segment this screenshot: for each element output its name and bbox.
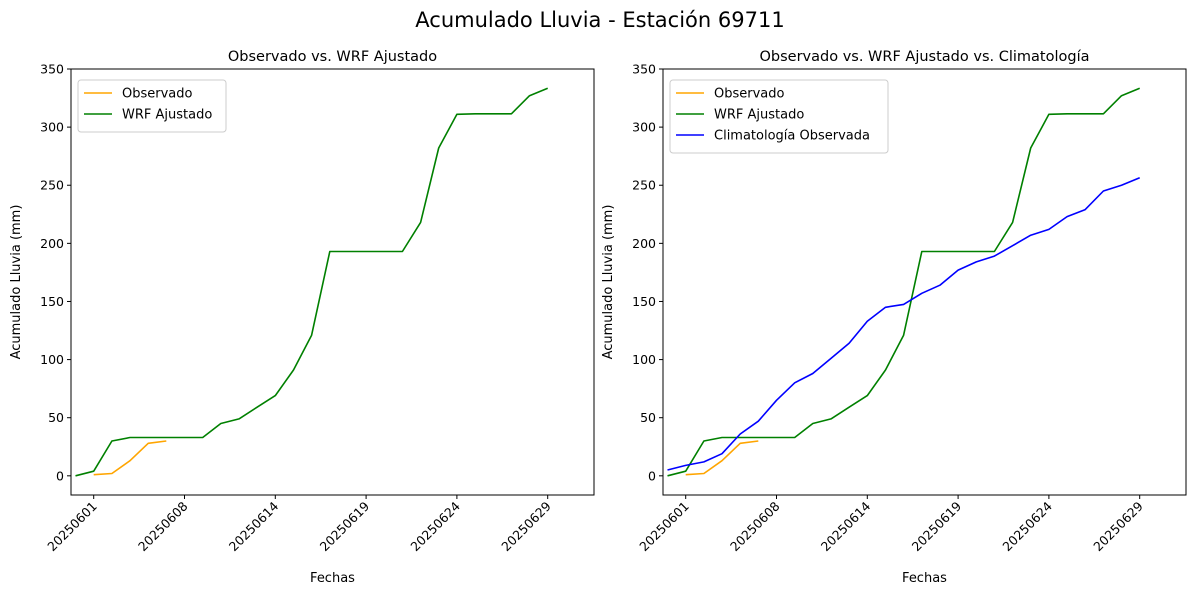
c1-x-tick-label: 20250624: [999, 498, 1055, 554]
c1-series-line-climatologia-observada: [667, 176, 1141, 471]
c0-y-tick-label: 200: [40, 236, 64, 251]
c1-legend-label-observado: Observado: [714, 87, 785, 102]
c0-series-line-wrf-ajustado: [75, 87, 549, 477]
c0-legend-label-wrf-ajustado: WRF Ajustado: [122, 108, 212, 123]
c1-y-tick-label: 350: [632, 62, 656, 77]
c1-legend-label-climatologia-observada: Climatología Observada: [714, 129, 870, 144]
c0-y-tick-label: 300: [40, 120, 64, 135]
c1-x-tick-label: 20250608: [727, 498, 783, 554]
c1-x-axis-label: Fechas: [902, 571, 947, 586]
c0-y-tick-label: 150: [40, 294, 64, 309]
c0-axes-frame: [70, 68, 595, 496]
c0-legend-box: [77, 79, 227, 133]
c1-y-tick-label: 250: [632, 178, 656, 193]
c0-series-line-observado: [93, 440, 167, 476]
c1-series-line-wrf-ajustado: [667, 87, 1141, 477]
c0-y-tick-label: 350: [40, 62, 64, 77]
c0-y-tick-label: 0: [56, 468, 64, 483]
c1-y-tick-label: 200: [632, 236, 656, 251]
c1-axes-frame: [662, 68, 1187, 496]
c1-legend-box: [669, 79, 889, 154]
c1-x-tick-label: 20250601: [636, 499, 692, 555]
c0-x-axis-label: Fechas: [310, 571, 355, 586]
c0-y-axis-label: Acumulado Lluvia (mm): [9, 205, 24, 360]
figure-suptitle: Acumulado Lluvia - Estación 69711: [415, 8, 785, 32]
c1-y-tick-label: 300: [632, 120, 656, 135]
c0-y-tick-label: 250: [40, 178, 64, 193]
c1-legend-label-wrf-ajustado: WRF Ajustado: [714, 108, 804, 123]
c1-y-tick-label: 50: [640, 410, 656, 425]
c1-y-axis-label: Acumulado Lluvia (mm): [601, 205, 616, 360]
c1-y-tick-label: 0: [648, 468, 656, 483]
c0-y-tick-label: 100: [40, 352, 64, 367]
c1-y-tick-label: 100: [632, 352, 656, 367]
c1-x-tick-label: 20250629: [1090, 498, 1146, 554]
c1-series-line-observado: [685, 440, 759, 476]
c0-y-tick-label: 50: [48, 410, 64, 425]
c1-y-tick-label: 150: [632, 294, 656, 309]
c0-chart-title: Observado vs. WRF Ajustado: [228, 49, 437, 65]
c1-x-tick-label: 20250614: [818, 498, 874, 554]
c1-chart-title: Observado vs. WRF Ajustado vs. Climatolo…: [760, 49, 1090, 65]
c0-legend-label-observado: Observado: [122, 87, 193, 102]
c1-x-tick-label: 20250619: [909, 498, 965, 554]
